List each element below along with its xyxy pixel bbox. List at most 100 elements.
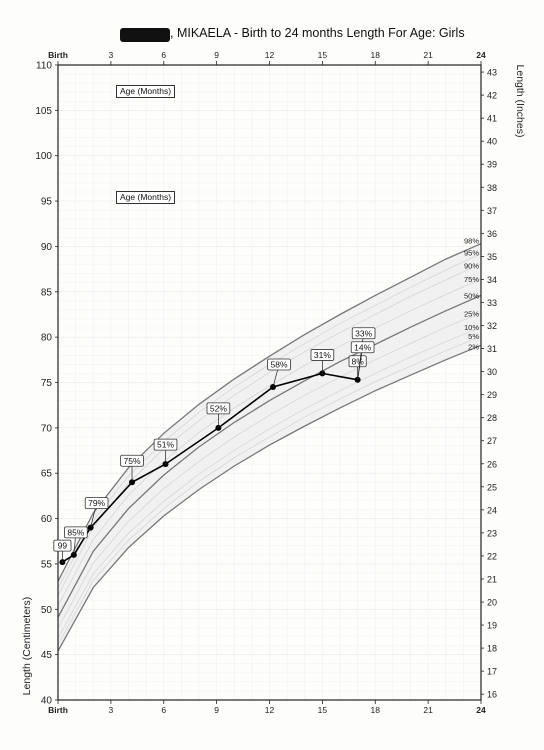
- data-label-box: [153, 438, 178, 451]
- y2-tick-label: 18: [487, 644, 497, 654]
- percentile-curve: [57, 263, 482, 596]
- data-label-box: [84, 497, 109, 510]
- y-tick-label: 65: [41, 469, 53, 480]
- x-tick-label-top: 24: [476, 50, 486, 60]
- y2-tick-label: 38: [487, 183, 497, 193]
- percentile-curve: [57, 278, 482, 606]
- data-label-box: [348, 355, 367, 368]
- x-tick-label-bottom: 15: [318, 705, 328, 715]
- x-tick-label-top: 3: [109, 50, 114, 60]
- percentile-curve: [57, 344, 482, 652]
- y2-tick-label: 37: [487, 206, 497, 216]
- percentile-label: 10%: [464, 323, 479, 332]
- data-label-box: [120, 454, 144, 467]
- y2-tick-label: 23: [487, 528, 497, 538]
- y2-tick-label: 25: [487, 482, 497, 492]
- data-label: 58%: [271, 360, 288, 370]
- data-label-box: [53, 539, 72, 552]
- y2-tick-label: 43: [487, 68, 497, 78]
- data-label: 99: [58, 541, 68, 551]
- y-tick-label: 55: [41, 559, 53, 570]
- y2-tick-label: 33: [487, 298, 497, 308]
- y2-tick-label: 20: [487, 598, 497, 608]
- y-axis-title-left: Length (Centimeters): [21, 596, 33, 696]
- y-axis-title-right: Length (Inches): [514, 64, 526, 138]
- x-tick-label-top: 21: [423, 50, 433, 60]
- y-tick-label: 90: [41, 242, 53, 253]
- x-tick-label-bottom: 6: [161, 705, 166, 715]
- y-tick-label: 75: [41, 378, 53, 389]
- x-tick-label-bottom: 18: [371, 705, 381, 715]
- y2-tick-label: 29: [487, 390, 497, 400]
- percentile-label: 50%: [464, 291, 479, 300]
- x-tick-label-top: Birth: [48, 50, 68, 60]
- percentile-label: 90%: [464, 262, 479, 271]
- percentile-label: 5%: [468, 332, 479, 341]
- data-label-box: [64, 526, 88, 539]
- y2-tick-label: 19: [487, 621, 497, 631]
- percentile-band-fill: [58, 243, 481, 651]
- data-label: 52%: [210, 403, 227, 413]
- percentile-labels: 98% 95% 90% 75% 50% 25% 10%5%2%: [464, 237, 479, 352]
- x-tick-label-top: 18: [371, 50, 381, 60]
- x-tick-label-bottom: 24: [476, 705, 486, 715]
- y2-tick-label: 40: [487, 137, 497, 147]
- y2-tick-label: 21: [487, 574, 497, 584]
- y2-tick-label: 22: [487, 551, 497, 561]
- percentile-curve: [57, 312, 482, 629]
- chart-title-text: , MIKAELA - Birth to 24 months Length Fo…: [170, 26, 465, 40]
- x-tick-label-bottom: Birth: [48, 705, 68, 715]
- y2-tick-label: 42: [487, 91, 497, 101]
- y-tick-label: 105: [35, 106, 52, 117]
- chart-title: , MIKAELA - Birth to 24 months Length Fo…: [120, 26, 465, 44]
- data-label: 33%: [355, 328, 372, 338]
- y2-tick-label: 30: [487, 367, 497, 377]
- y-tick-label: 40: [41, 696, 53, 707]
- age-months-box: Age (Months): [116, 191, 176, 204]
- percentile-label: 98%: [464, 237, 479, 246]
- data-label: 75%: [124, 456, 141, 466]
- percentile-label: 75%: [464, 275, 479, 284]
- percentile-label: 95%: [464, 249, 479, 258]
- y2-tick-label: 28: [487, 413, 497, 423]
- data-label: 85%: [67, 527, 84, 537]
- y2-tick-label: 16: [487, 690, 497, 700]
- x-tick-label-top: 12: [265, 50, 275, 60]
- data-label: 51%: [157, 440, 174, 450]
- data-label: 8%: [351, 356, 364, 366]
- x-tick-label-top: 15: [318, 50, 328, 60]
- y-tick-label: 60: [41, 514, 53, 525]
- y2-tick-label: 17: [487, 667, 497, 677]
- data-label-box: [267, 358, 291, 371]
- x-tick-label-top: 9: [214, 50, 219, 60]
- y2-tick-label: 31: [487, 344, 497, 354]
- percentile-curve: [57, 243, 482, 582]
- y2-tick-label: 27: [487, 436, 497, 446]
- data-label: 14%: [354, 342, 371, 352]
- percentile-label: 25%: [464, 310, 479, 319]
- data-label-box: [310, 349, 335, 361]
- data-label-box: [350, 341, 375, 354]
- y2-tick-label: 24: [487, 505, 497, 515]
- y2-tick-label: 36: [487, 229, 497, 239]
- percentile-curve: [57, 335, 482, 645]
- y2-tick-label: 39: [487, 160, 497, 170]
- x-tick-label-bottom: 21: [423, 705, 433, 715]
- y2-tick-label: 41: [487, 114, 497, 124]
- y2-tick-label: 35: [487, 252, 497, 262]
- percentile-curve: [57, 326, 482, 639]
- x-tick-label-bottom: 12: [265, 705, 275, 715]
- data-label-box: [206, 402, 231, 415]
- data-label: 31%: [314, 350, 331, 360]
- y-tick-label: 110: [36, 61, 52, 72]
- y-tick-label: 45: [41, 650, 53, 661]
- measurement-series: 99 85% 79% 75% 51% 52% 58% 31% 8% 33% 14%: [53, 327, 376, 566]
- y-tick-label: 50: [41, 605, 53, 616]
- y-tick-label: 95: [41, 197, 53, 208]
- y-tick-label: 80: [41, 333, 53, 344]
- data-label: 79%: [88, 498, 105, 508]
- x-tick-label-top: 6: [161, 50, 166, 60]
- redacted-name-block: [120, 28, 170, 42]
